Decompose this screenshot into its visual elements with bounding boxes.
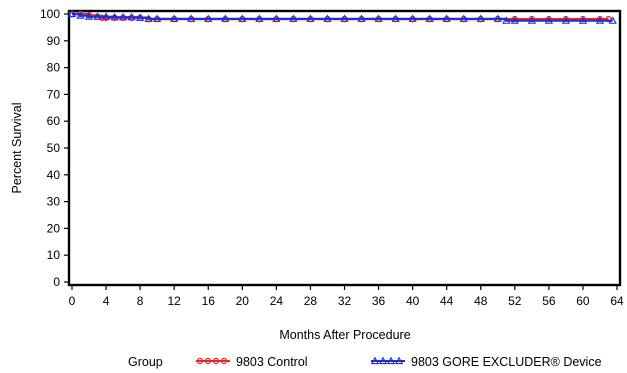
series-layer (67, 9, 617, 24)
data-point (153, 14, 162, 22)
x-tick-label: 64 (610, 294, 624, 308)
y-axis-title: Percent Survival (10, 102, 24, 193)
x-tick-label: 12 (168, 294, 182, 308)
x-tick-label: 52 (508, 294, 522, 308)
y-tick-label: 90 (47, 34, 61, 48)
y-tick-label: 70 (47, 87, 61, 101)
x-tick-label: 28 (304, 294, 318, 308)
x-axis: 0 4 8 12 16 20 24 28 32 36 40 44 48 52 56 60 64 (69, 285, 624, 308)
legend-label: 9803 GORE EXCLUDER® Device (411, 355, 602, 369)
x-tick-label: 0 (69, 294, 76, 308)
legend-marker (394, 356, 404, 365)
legend-entry: 9803 Control (196, 355, 308, 369)
data-point (493, 14, 502, 22)
data-point (340, 14, 349, 22)
data-point (527, 16, 536, 24)
legend-marker (378, 356, 388, 365)
legend-entry: 9803 GORE EXCLUDER® Device (370, 355, 602, 369)
data-point (323, 14, 332, 22)
x-axis-title: Months After Procedure (279, 328, 410, 342)
legend-marker (196, 357, 204, 365)
data-point (84, 12, 94, 20)
data-point (118, 12, 128, 21)
y-axis: 0 10 20 30 40 50 60 70 80 90 100 (40, 7, 69, 289)
x-tick-label: 24 (270, 294, 284, 308)
data-point (110, 12, 119, 21)
data-point (502, 16, 511, 24)
data-point (357, 14, 366, 22)
legend: Group 9803 Control 9803 GORE EXCLUDER® De… (128, 355, 602, 369)
data-point (272, 14, 281, 22)
x-tick-label: 36 (372, 294, 386, 308)
data-point (187, 14, 196, 22)
x-tick-label: 40 (406, 294, 420, 308)
data-point (391, 14, 400, 22)
legend-marker (370, 356, 380, 365)
x-tick-label: 8 (137, 294, 144, 308)
data-point (76, 11, 85, 19)
y-tick-label: 20 (47, 221, 61, 235)
data-point (221, 14, 230, 22)
data-point (608, 16, 617, 24)
data-point (561, 16, 571, 24)
data-point (135, 13, 145, 21)
data-point (510, 16, 519, 24)
data-point (459, 14, 468, 22)
x-tick-label: 48 (474, 294, 488, 308)
data-point (289, 14, 298, 22)
x-tick-label: 44 (440, 294, 454, 308)
data-point (93, 12, 102, 20)
y-tick-label: 60 (47, 114, 61, 128)
data-point (476, 14, 485, 22)
data-point (306, 14, 315, 22)
plot-frame (67, 9, 622, 287)
data-point (127, 12, 136, 21)
x-tick-label: 16 (202, 294, 216, 308)
x-tick-label: 32 (338, 294, 352, 308)
y-tick-label: 100 (40, 7, 60, 21)
data-point (238, 14, 247, 22)
y-tick-label: 40 (47, 168, 61, 182)
data-point (408, 14, 417, 22)
series-line (72, 12, 613, 22)
legend-marker (220, 357, 228, 365)
legend-marker (212, 357, 220, 365)
x-tick-label: 56 (542, 294, 556, 308)
data-point (595, 16, 605, 24)
y-tick-label: 80 (47, 61, 61, 75)
data-point (170, 14, 179, 22)
legend-marker (204, 357, 212, 365)
data-point (374, 14, 383, 22)
x-tick-label: 4 (103, 294, 110, 308)
data-point (578, 16, 588, 24)
y-tick-label: 50 (47, 141, 61, 155)
x-tick-label: 20 (236, 294, 250, 308)
legend-label: 9803 Control (236, 355, 308, 369)
series-excluder (67, 9, 617, 24)
data-point (442, 14, 451, 22)
data-point (544, 16, 554, 24)
data-point (255, 14, 264, 22)
x-tick-label: 60 (576, 294, 590, 308)
y-tick-label: 0 (53, 275, 60, 289)
data-point (204, 14, 213, 22)
legend-title: Group (128, 355, 163, 369)
data-point (67, 9, 77, 18)
y-tick-label: 30 (47, 195, 61, 209)
legend-marker (386, 356, 396, 365)
data-point (144, 14, 153, 22)
data-point (425, 14, 434, 22)
data-point (101, 12, 111, 20)
y-tick-label: 10 (47, 248, 61, 262)
